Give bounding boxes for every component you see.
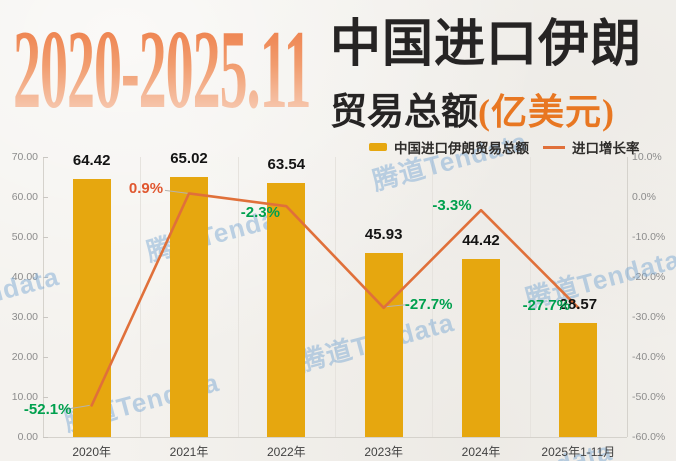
legend-bar-label: 中国进口伊朗贸易总额 — [394, 141, 529, 156]
title-subrow: 贸易总额(亿美元) — [330, 81, 642, 135]
x-axis-category-label: 2020年 — [72, 445, 112, 459]
right-axis-tick-label: -20.0% — [632, 271, 666, 283]
right-axis-tick-label: -50.0% — [632, 391, 666, 403]
legend-line-swatch-icon — [543, 145, 565, 149]
left-axis-tickmark — [43, 277, 48, 278]
bar-value-label: 45.93 — [364, 226, 403, 244]
left-axis-tickmark — [43, 197, 48, 198]
x-axis-category-label: 2021年 — [169, 445, 209, 459]
growth-rate-label: -3.3% — [432, 197, 472, 215]
trade-value-bar — [462, 259, 500, 437]
left-axis-tick-label: 70.00 — [11, 151, 38, 163]
growth-rate-label: -52.1% — [23, 401, 72, 419]
left-axis-tick-label: 60.00 — [11, 191, 38, 203]
legend-line-label: 进口增长率 — [572, 141, 640, 156]
title-main: 中国进口伊朗 — [330, 17, 643, 73]
trade-value-bar — [364, 253, 403, 437]
trade-value-bar — [559, 322, 598, 437]
x-axis-category-label: 2024年 — [461, 445, 501, 459]
bar-value-label: 65.02 — [170, 149, 208, 167]
right-axis-tick-label: -60.0% — [632, 431, 666, 443]
left-axis-tick-label: 30.00 — [11, 311, 38, 323]
left-axis-tick-label: 20.00 — [11, 351, 38, 363]
growth-rate-label: 0.9% — [128, 180, 164, 198]
bar-value-label: 44.42 — [462, 232, 500, 250]
left-axis-tickmark — [43, 437, 48, 438]
title-unit: (亿美元) — [478, 92, 615, 132]
right-axis-tick-label: -40.0% — [632, 351, 666, 363]
left-axis-tick-label: 50.00 — [11, 231, 38, 243]
left-axis-tick-label: 40.00 — [11, 271, 38, 283]
left-axis-tickmark — [43, 157, 48, 158]
left-axis-line — [43, 157, 44, 437]
title-period: 2020-2025.11 — [13, 8, 312, 132]
title-sub: 贸易总额 — [330, 92, 478, 133]
x-axis-category-label: 2023年 — [364, 445, 404, 459]
right-axis-tick-label: 10.0% — [632, 151, 662, 163]
left-axis-tickmark — [43, 357, 48, 358]
x-axis-category-label: 2022年 — [266, 445, 306, 459]
bar-value-label: 63.54 — [267, 155, 306, 173]
right-axis-line — [627, 157, 628, 437]
bar-value-label: 64.42 — [72, 152, 111, 170]
growth-rate-label: -27.7% — [404, 295, 453, 313]
left-axis-tickmark — [43, 317, 48, 318]
category-separator — [237, 157, 239, 437]
x-axis-category-label: 2025年1-11月 — [541, 445, 616, 459]
legend-bar-swatch-icon — [369, 143, 387, 151]
left-axis-tick-label: 10.00 — [11, 391, 38, 403]
x-axis-line — [43, 437, 627, 438]
trade-value-bar — [72, 179, 111, 437]
category-separator — [335, 157, 336, 437]
right-axis-tick-label: 0.0% — [632, 191, 656, 203]
growth-rate-label: -27.7% — [522, 296, 571, 314]
right-axis-tick-label: -10.0% — [632, 231, 666, 243]
title-block: 中国进口伊朗 贸易总额(亿美元) — [330, 20, 642, 135]
chart-legend: 中国进口伊朗贸易总额 进口增长率 — [369, 137, 640, 157]
left-axis-tickmark — [43, 397, 48, 398]
trade-value-bar — [170, 176, 208, 437]
left-axis-tickmark — [43, 237, 48, 238]
right-axis-tick-label: -30.0% — [632, 311, 666, 323]
left-axis-tick-label: 0.00 — [17, 431, 38, 443]
growth-rate-label: -2.3% — [240, 204, 280, 222]
